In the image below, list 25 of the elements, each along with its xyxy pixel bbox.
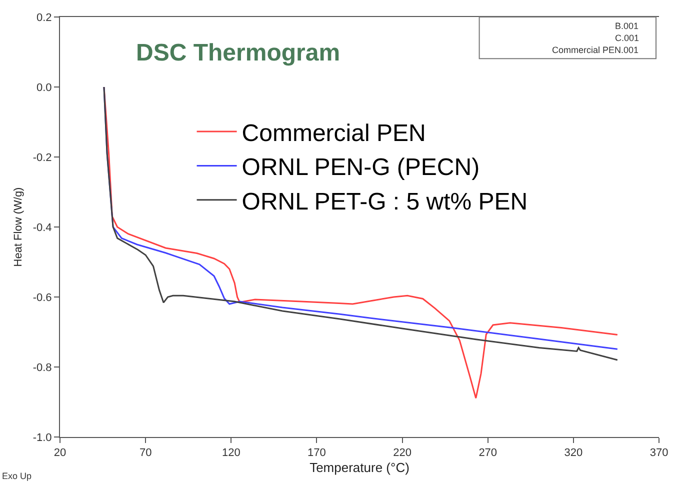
x-tick-label: 120	[222, 447, 240, 460]
x-tick-label: 70	[139, 447, 152, 460]
annotation: Commercial PEN.001	[552, 45, 639, 55]
text: Exo Up	[2, 471, 32, 481]
legend-label: ORNL PEN-G (PECN)	[242, 154, 480, 182]
text: DSC Thermogram	[136, 39, 340, 66]
annotation: C.001	[615, 33, 640, 43]
x-tick-label: 220	[393, 447, 412, 460]
y-tick-label: -0.4	[32, 222, 52, 234]
x-axis-title: Temperature (°C)	[310, 460, 410, 475]
x-tick-label: 270	[478, 447, 498, 460]
y-axis-title: Heat Flow (W/g)	[12, 187, 24, 267]
x-tick-label: 320	[564, 447, 583, 460]
x-tick-label: 370	[650, 447, 668, 460]
legend-label: ORNL PET-G : 5 wt% PEN	[242, 188, 528, 216]
x-tick-label: 170	[308, 447, 326, 460]
y-tick-label: -0.8	[32, 362, 52, 374]
x-tick-label: 20	[54, 447, 66, 460]
y-tick-label: -0.6	[32, 292, 52, 304]
annotation: B.001	[615, 21, 639, 31]
legend-label: Commercial PEN	[242, 120, 426, 147]
y-tick-label: -1.0	[32, 432, 52, 444]
y-tick-label: 0.0	[36, 82, 52, 94]
y-tick-label: -0.2	[32, 152, 52, 164]
y-tick-label: 0.2	[36, 12, 52, 24]
